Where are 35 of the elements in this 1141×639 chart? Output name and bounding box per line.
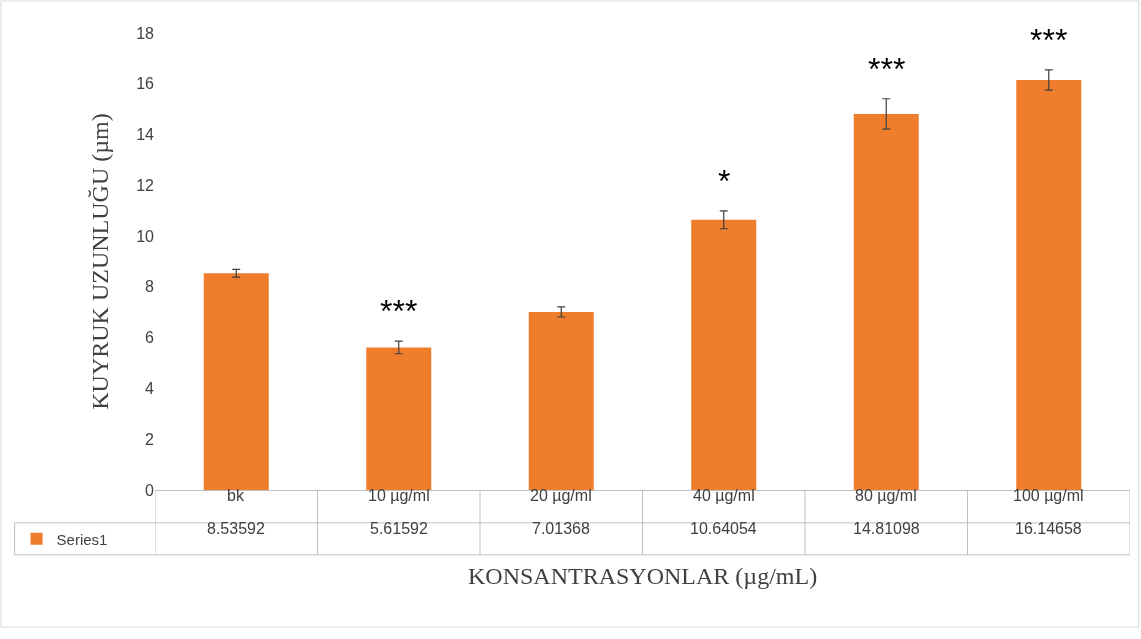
data-label: 5.61592: [370, 520, 428, 537]
annotation: ***: [380, 293, 418, 329]
bar: [1016, 80, 1082, 490]
bar: [366, 347, 432, 490]
y-tick-label: 10: [136, 227, 155, 245]
y-tick-label: 6: [145, 329, 155, 347]
y-tick-label: 0: [145, 481, 155, 499]
annotation: ***: [1030, 22, 1068, 58]
y-tick-label: 8: [145, 278, 155, 296]
bar: [528, 311, 594, 490]
x-tick-label: 80 µg/ml: [855, 487, 917, 504]
legend-label: Series1: [56, 530, 108, 548]
annotation: ***: [868, 51, 906, 87]
data-label: 14.81098: [853, 520, 920, 537]
data-label: 8.53592: [207, 520, 265, 537]
bar: [853, 113, 919, 490]
x-tick-label: 100 µg/ml: [1013, 487, 1084, 504]
data-label: 10.64054: [690, 520, 757, 537]
y-tick-label: 16: [136, 75, 155, 93]
x-axis-title: KONSANTRASYONLAR (µg/mL): [468, 563, 818, 589]
y-tick-label: 18: [136, 24, 155, 42]
x-tick-label: 40 µg/ml: [693, 487, 755, 504]
y-tick-label: 14: [136, 126, 155, 144]
x-tick-label: 20 µg/ml: [530, 487, 592, 504]
annotation: *: [718, 163, 731, 199]
data-label: 16.14658: [1015, 520, 1082, 537]
data-label: 7.01368: [532, 520, 590, 537]
y-axis-title: KUYRUK UZUNLUĞU (µm): [87, 113, 114, 410]
y-tick-label: 12: [136, 176, 155, 194]
y-tick-label: 4: [145, 380, 155, 398]
y-tick-label: 2: [145, 430, 155, 448]
bar: [691, 219, 757, 490]
bar: [203, 273, 269, 490]
x-tick-label: 10 µg/ml: [368, 487, 430, 504]
x-tick-label: bk: [227, 487, 245, 504]
